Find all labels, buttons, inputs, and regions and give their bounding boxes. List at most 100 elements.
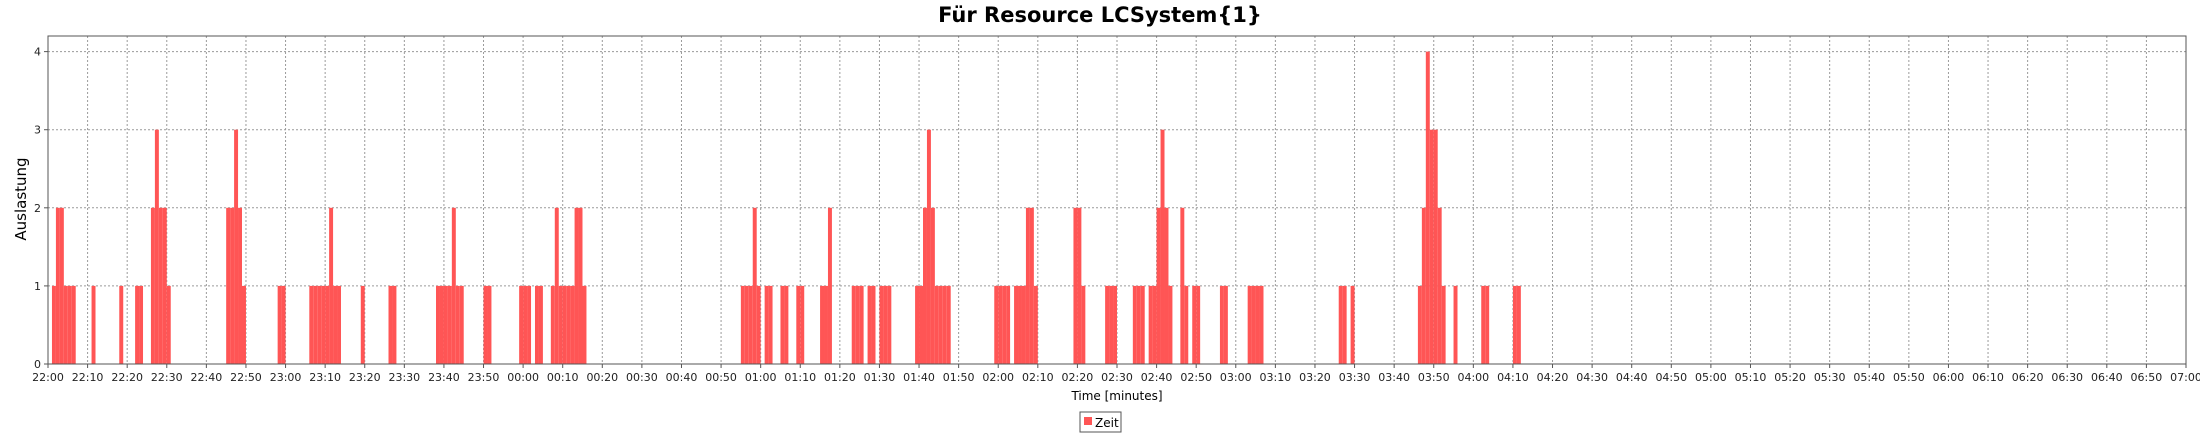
bar: [1223, 285, 1228, 364]
x-tick-label: 01:40: [903, 371, 935, 384]
bar: [887, 285, 892, 364]
bar: [930, 207, 935, 364]
x-tick-label: 02:30: [1101, 371, 1133, 384]
bar: [309, 285, 314, 364]
bar: [824, 285, 828, 364]
x-tick-label: 22:50: [230, 371, 262, 384]
bar: [1512, 285, 1517, 364]
bar: [459, 285, 464, 364]
x-tick-label: 22:40: [191, 371, 223, 384]
bar: [1433, 129, 1438, 364]
bar: [1421, 207, 1426, 364]
x-tick-label: 06:30: [2051, 371, 2083, 384]
bar: [451, 207, 456, 364]
x-tick-label: 22:10: [72, 371, 104, 384]
bar: [1350, 285, 1355, 364]
bar: [554, 207, 559, 364]
bar: [1247, 285, 1252, 364]
bar: [1073, 207, 1078, 364]
x-tick-label: 02:10: [1022, 371, 1054, 384]
y-axis-label: Auslastung: [12, 157, 30, 240]
bar: [879, 285, 884, 364]
bar: [740, 285, 745, 364]
bar: [1259, 285, 1264, 364]
x-tick-label: 05:30: [1814, 371, 1846, 384]
bar: [752, 207, 757, 364]
bar: [1156, 207, 1161, 364]
bar-series-zeit: [51, 51, 1521, 365]
x-tick-label: 03:00: [1220, 371, 1252, 384]
bar: [934, 285, 939, 364]
bar: [867, 285, 872, 364]
x-tick-label: 06:00: [1933, 371, 1965, 384]
bar: [1018, 285, 1022, 364]
bar: [1105, 285, 1110, 364]
bar: [1481, 285, 1486, 364]
bar: [1148, 285, 1153, 364]
x-tick-label: 22:00: [32, 371, 64, 384]
bar: [1192, 285, 1197, 364]
bar: [63, 285, 68, 364]
x-tick-label: 03:30: [1339, 371, 1371, 384]
x-tick-label: 00:00: [507, 371, 539, 384]
bar: [55, 207, 60, 364]
x-tick-label: 05:10: [1735, 371, 1767, 384]
bar: [1140, 285, 1145, 364]
bar: [1077, 207, 1082, 364]
x-tick-label: 23:50: [468, 371, 500, 384]
x-tick-label: 02:20: [1062, 371, 1094, 384]
bar: [1021, 285, 1026, 364]
x-tick-label: 23:20: [349, 371, 381, 384]
bar: [162, 207, 167, 364]
x-tick-label: 04:00: [1457, 371, 1489, 384]
x-tick-label: 03:40: [1378, 371, 1410, 384]
x-tick-label: 23:30: [388, 371, 420, 384]
bar: [67, 285, 72, 364]
bar: [538, 285, 543, 364]
x-tick-label: 07:00: [2170, 371, 2200, 384]
bar: [135, 285, 140, 364]
bar: [1437, 207, 1442, 364]
bar: [534, 285, 539, 364]
bar: [1180, 207, 1185, 364]
x-tick-label: 03:10: [1260, 371, 1292, 384]
x-tick-label: 01:10: [784, 371, 816, 384]
x-tick-label: 00:10: [547, 371, 579, 384]
bar: [883, 285, 888, 364]
bar: [919, 285, 923, 364]
y-tick-label: 2: [34, 202, 41, 215]
x-tick-label: 05:40: [1853, 371, 1885, 384]
bar: [317, 285, 322, 364]
bar: [1164, 207, 1169, 364]
bar: [1184, 285, 1189, 364]
bar: [820, 285, 825, 364]
bar: [915, 285, 920, 364]
bar: [574, 207, 579, 364]
bar: [333, 285, 338, 364]
bar: [1152, 285, 1157, 364]
x-tick-label: 01:30: [864, 371, 896, 384]
bar: [784, 285, 789, 364]
bar: [325, 285, 330, 364]
x-tick-label: 01:50: [943, 371, 975, 384]
x-tick-label: 04:10: [1497, 371, 1529, 384]
bar: [566, 285, 571, 364]
x-tick-label: 00:20: [586, 371, 618, 384]
bar: [780, 285, 785, 364]
bar: [519, 285, 524, 364]
bar: [281, 285, 286, 364]
x-tick-label: 04:30: [1576, 371, 1608, 384]
bar: [439, 285, 444, 364]
bar: [455, 285, 460, 364]
bar: [139, 285, 144, 364]
bar: [1196, 285, 1201, 364]
bar: [392, 285, 397, 364]
x-tick-label: 06:10: [1972, 371, 2004, 384]
x-tick-label: 23:00: [270, 371, 302, 384]
x-tick-label: 00:50: [705, 371, 737, 384]
bar: [1342, 285, 1347, 364]
x-tick-label: 23:10: [309, 371, 341, 384]
bar: [871, 285, 876, 364]
bar: [360, 285, 365, 364]
bar: [321, 285, 326, 364]
